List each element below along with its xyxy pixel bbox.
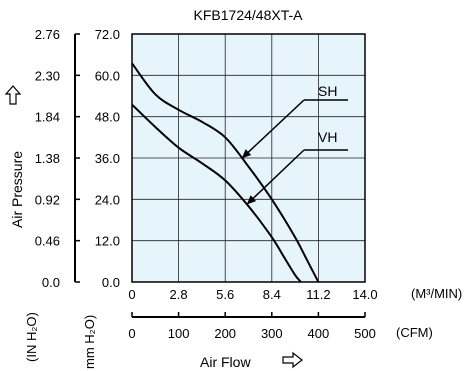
x-unit-cfm: (CFM) bbox=[396, 325, 433, 340]
y-tick-label-mm: 60.0 bbox=[95, 68, 120, 83]
arrowhead bbox=[241, 149, 252, 159]
x-unit-m3: (M³/MIN) bbox=[411, 286, 462, 301]
y-tick-label-inch: 1.38 bbox=[35, 151, 60, 166]
y-tick-label-mm: 0.0 bbox=[102, 275, 120, 290]
x-tick-label-m3: 2.8 bbox=[170, 287, 188, 302]
x-tick-label-m3: 0 bbox=[128, 287, 135, 302]
y-tick-label-inch: 2.30 bbox=[35, 68, 60, 83]
right-arrow-icon bbox=[282, 351, 303, 369]
arrowhead bbox=[246, 195, 257, 205]
y-tick-label-inch: 1.84 bbox=[35, 110, 60, 125]
y-tick-label-inch: 0.92 bbox=[35, 192, 60, 207]
leader-line bbox=[241, 99, 305, 159]
x-axis-cfm: 0 100 200 300 400 500 bbox=[128, 312, 376, 341]
y-axis-inch: 0.0 0.46 0.92 1.38 1.84 2.30 2.76 bbox=[35, 27, 60, 290]
grid bbox=[132, 34, 365, 282]
y-unit-inch: (IN H₂O) bbox=[24, 312, 39, 362]
up-arrow-icon bbox=[4, 85, 22, 105]
x-tick-label-m3: 11.2 bbox=[306, 287, 330, 302]
y-tick-label-inch: 0.46 bbox=[35, 234, 60, 249]
x-tick-label-m3: 5.6 bbox=[216, 287, 234, 302]
y-axis-title: Air Pressure bbox=[9, 151, 25, 228]
curves bbox=[131, 62, 320, 283]
y-tick-label-mm: 48.0 bbox=[95, 110, 120, 125]
x-axis-m3: 0 2.8 5.6 8.4 11.2 14.0 bbox=[128, 287, 377, 302]
y-tick-label-mm: 24.0 bbox=[95, 192, 120, 207]
x-tick-label-cfm: 200 bbox=[214, 326, 236, 341]
curve-sh bbox=[131, 62, 320, 283]
x-tick-label-cfm: 300 bbox=[261, 326, 283, 341]
annotations: SH VH bbox=[241, 83, 348, 205]
y-axis-mm: 0.0 12.0 24.0 36.0 48.0 60.0 72.0 bbox=[75, 27, 120, 290]
chart-title: KFB1724/48XT-A bbox=[194, 7, 304, 23]
plot-frame bbox=[131, 33, 366, 283]
y-tick-label-mm: 72.0 bbox=[95, 27, 120, 42]
y-tick-label-inch: 2.76 bbox=[35, 27, 60, 42]
y-tick-label-mm: 12.0 bbox=[95, 234, 120, 249]
series-label-vh: VH bbox=[318, 129, 337, 145]
series-label-sh: SH bbox=[318, 83, 337, 99]
leader-line bbox=[246, 149, 305, 205]
y-tick-label-inch: 0.0 bbox=[42, 275, 60, 290]
y-unit-mm: mm H₂O) bbox=[82, 315, 97, 369]
x-tick-label-cfm: 0 bbox=[128, 326, 135, 341]
x-tick-label-m3: 14.0 bbox=[352, 287, 377, 302]
x-axis-title: Air Flow bbox=[200, 354, 251, 370]
x-tick-label-m3: 8.4 bbox=[263, 287, 281, 302]
x-tick-label-cfm: 100 bbox=[168, 326, 190, 341]
curve-vh bbox=[131, 103, 302, 283]
x-tick-label-cfm: 400 bbox=[308, 326, 330, 341]
y-tick-label-mm: 36.0 bbox=[95, 151, 120, 166]
x-tick-label-cfm: 500 bbox=[354, 326, 376, 341]
